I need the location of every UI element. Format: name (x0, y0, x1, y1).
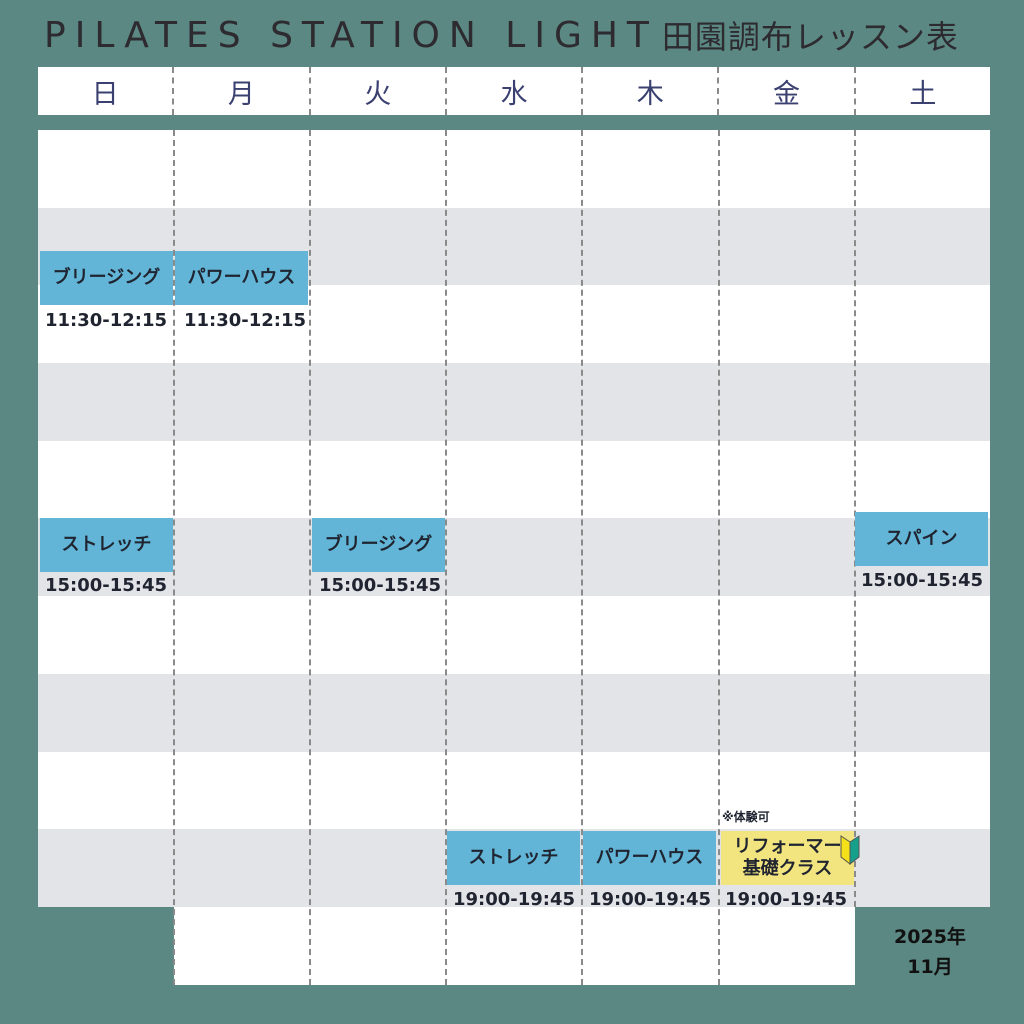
day-fri: 金 (719, 67, 856, 115)
year-label: 2025年 (894, 926, 966, 948)
brand-title: PILATES STATION LIGHT (44, 14, 658, 56)
month-label: 11月 (907, 956, 953, 978)
day-mon: 月 (174, 67, 311, 115)
beginner-mark-icon (840, 835, 860, 865)
day-tue: 火 (311, 67, 447, 115)
lesson-time: 19:00-19:45 (724, 888, 848, 910)
day-sat: 土 (909, 78, 937, 110)
lesson-box[interactable]: ブリージング (40, 251, 173, 305)
lesson-time: 15:00-15:45 (860, 569, 984, 591)
day-header-row: 日 月 火 水 木 金 土 (38, 67, 990, 115)
lesson-time: 19:00-19:45 (452, 888, 576, 910)
lesson-box[interactable]: ストレッチ (447, 831, 580, 885)
lesson-box[interactable]: ストレッチ (40, 518, 173, 572)
lesson-time: 11:30-12:15 (183, 309, 307, 331)
lesson-box[interactable]: パワーハウス (583, 831, 716, 885)
lesson-box-beginner[interactable]: リフォーマー 基礎クラス (721, 831, 854, 885)
schedule-title: 田園調布レッスン表 (661, 18, 959, 56)
trial-note: ※体験可 (722, 810, 770, 824)
grid-extension (174, 907, 855, 985)
lesson-box[interactable]: ブリージング (312, 518, 445, 572)
lesson-box[interactable]: パワーハウス (175, 251, 308, 305)
day-sun: 日 (38, 67, 175, 115)
lesson-time: 11:30-12:15 (44, 309, 168, 331)
page-title: PILATES STATION LIGHT 田園調布レッスン表 (44, 12, 959, 58)
lesson-name-line1: リフォーマー (733, 835, 842, 857)
lesson-time: 15:00-15:45 (318, 574, 442, 596)
schedule-grid (38, 130, 990, 907)
lesson-time: 15:00-15:45 (44, 574, 168, 596)
lesson-box[interactable]: スパイン (855, 512, 988, 566)
day-wed: 水 (447, 67, 584, 115)
lesson-time: 19:00-19:45 (588, 888, 712, 910)
schedule-month: 2025年 11月 (880, 922, 980, 982)
day-thu: 木 (583, 67, 720, 115)
lesson-name-line2: 基礎クラス (742, 858, 833, 879)
